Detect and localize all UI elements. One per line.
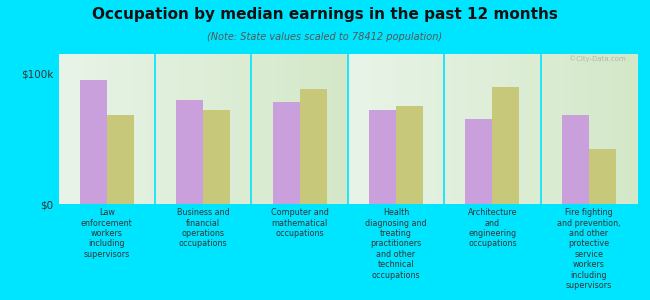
Bar xyxy=(492,87,519,204)
Bar xyxy=(107,115,134,204)
Bar xyxy=(80,80,107,204)
Bar xyxy=(176,100,203,204)
Bar xyxy=(369,110,396,204)
Text: (Note: State values scaled to 78412 population): (Note: State values scaled to 78412 popu… xyxy=(207,32,443,41)
Bar xyxy=(300,89,326,204)
Bar xyxy=(203,110,230,204)
Bar xyxy=(465,119,493,204)
Bar xyxy=(562,115,589,204)
Text: ©City-Data.com: ©City-Data.com xyxy=(569,56,625,62)
Bar xyxy=(396,106,423,204)
Bar xyxy=(589,149,616,204)
Bar xyxy=(272,102,300,204)
Text: Occupation by median earnings in the past 12 months: Occupation by median earnings in the pas… xyxy=(92,8,558,22)
